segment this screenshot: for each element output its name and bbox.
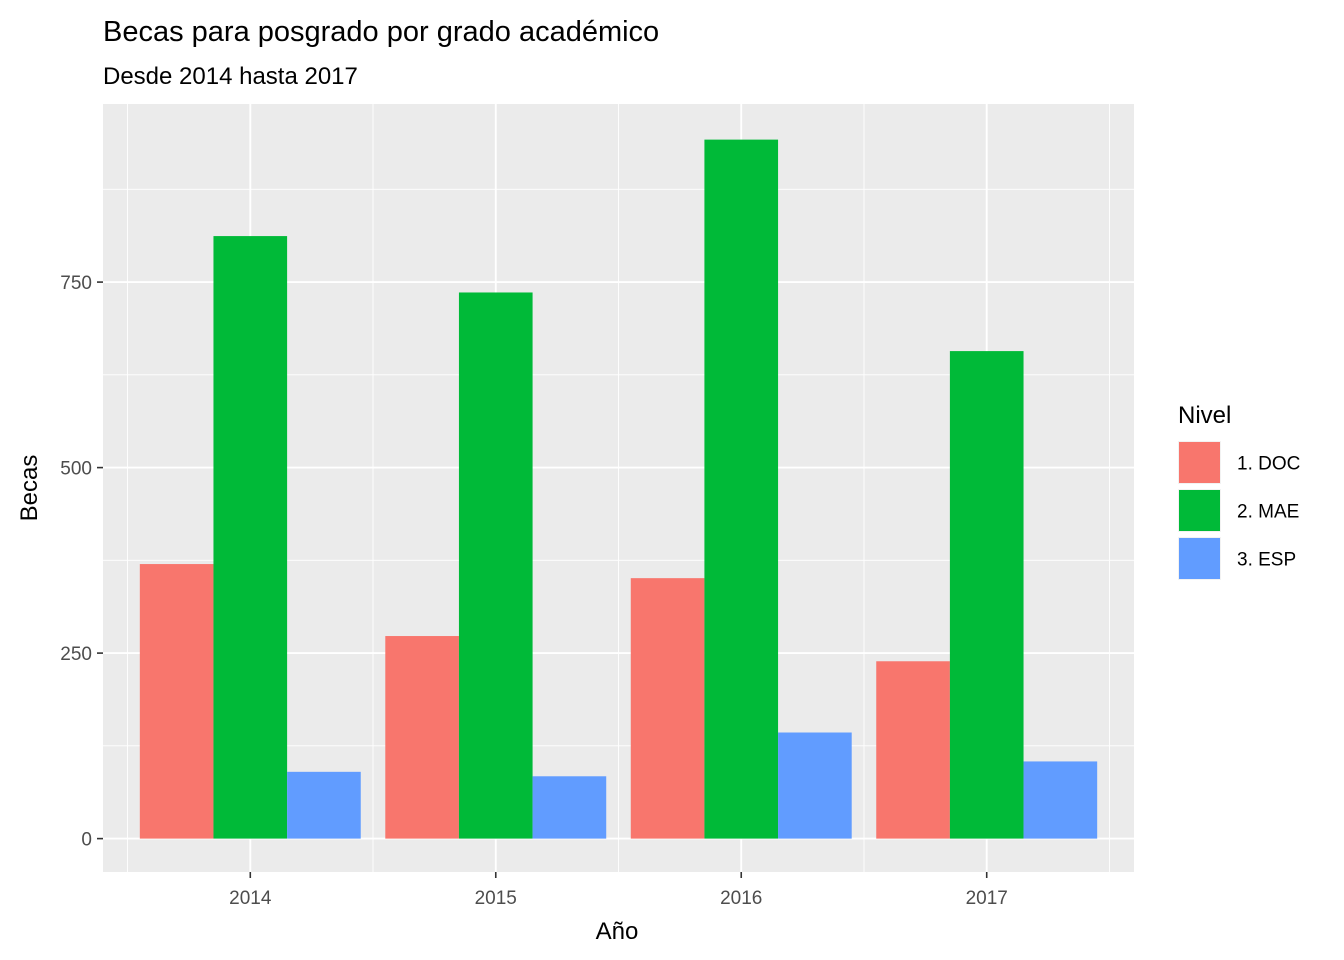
legend-key-swatch — [1179, 490, 1220, 531]
y-tick-label: 0 — [81, 830, 92, 851]
x-axis-title: Año — [596, 918, 639, 945]
legend-label: 2. MAE — [1237, 502, 1299, 523]
x-tick-label: 2014 — [229, 888, 272, 909]
legend-key-swatch — [1179, 538, 1220, 579]
bar-2-mae-2015 — [458, 292, 533, 839]
bar-2-mae-2016 — [704, 139, 779, 839]
bar-1-doc-2017 — [876, 661, 950, 839]
x-tick-label: 2015 — [475, 888, 517, 909]
bar-1-doc-2014 — [139, 564, 214, 839]
bar-2-mae-2017 — [949, 351, 1024, 839]
legend-key-swatch — [1179, 442, 1220, 483]
bar-3-esp-2015 — [532, 776, 607, 839]
y-tick-label: 750 — [60, 273, 92, 294]
bar-2-mae-2014 — [213, 236, 288, 839]
x-tick-label: 2016 — [720, 888, 762, 909]
x-axis: 2014 2015 2016 2017 — [229, 872, 1008, 909]
chart-title: Becas para posgrado por grado académico — [103, 16, 659, 48]
bar-3-esp-2014 — [287, 771, 361, 839]
legend-label: 1. DOC — [1237, 454, 1300, 475]
y-tick-label: 250 — [60, 644, 92, 665]
bar-3-esp-2016 — [778, 732, 852, 839]
y-tick-label: 500 — [60, 459, 92, 480]
chart-subtitle: Desde 2014 hasta 2017 — [103, 63, 358, 90]
legend-label: 3. ESP — [1237, 550, 1296, 571]
bar-3-esp-2017 — [1023, 761, 1098, 839]
bars — [139, 139, 1098, 839]
y-axis: 0 250 500 750 — [60, 273, 103, 851]
x-tick-label: 2017 — [966, 888, 1008, 909]
bar-1-doc-2016 — [630, 578, 705, 839]
legend-items: 1. DOC 2. MAE 3. ESP — [1178, 441, 1300, 580]
bar-1-doc-2015 — [385, 636, 459, 839]
y-axis-title: Becas — [16, 455, 43, 522]
legend: Nivel 1. DOC 2. MAE 3. ESP — [1178, 402, 1300, 580]
legend-title: Nivel — [1178, 402, 1231, 429]
